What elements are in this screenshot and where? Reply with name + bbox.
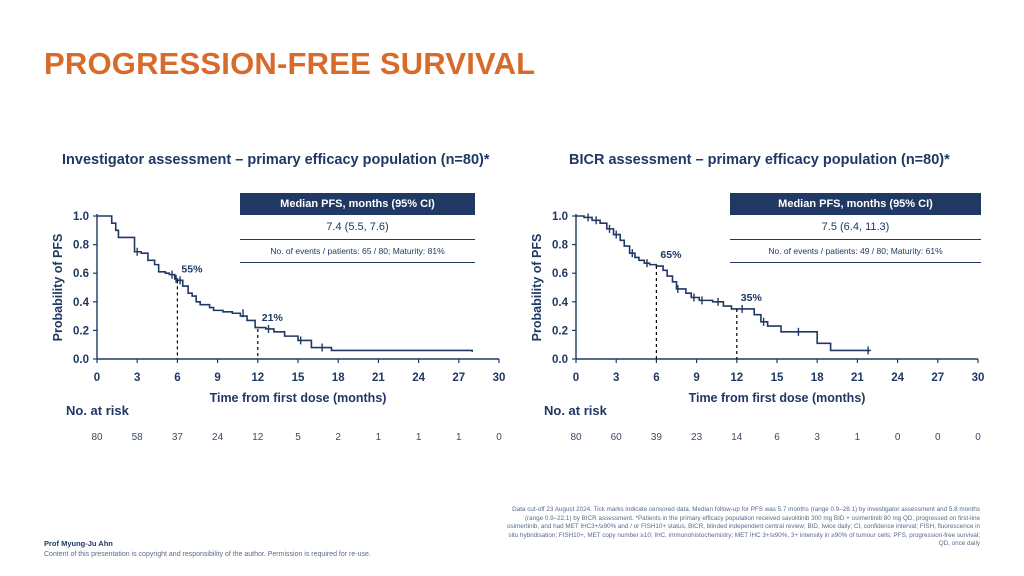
- risk-table-value: 0: [496, 432, 502, 443]
- y-axis-label: Probability of PFS: [530, 234, 544, 342]
- x-tick-label: 9: [693, 372, 699, 384]
- footnote: Data cut-off 23 August 2024. Tick marks …: [506, 506, 980, 548]
- annotation-label: 35%: [741, 292, 763, 304]
- y-tick-label: 0.4: [552, 297, 569, 309]
- right-median-header: Median PFS, months (95% CI): [730, 193, 981, 215]
- annotation-label: 55%: [181, 263, 203, 275]
- y-tick-label: 1.0: [73, 211, 89, 223]
- y-tick-label: 0.4: [73, 297, 90, 309]
- x-tick-label: 18: [811, 372, 824, 384]
- x-tick-label: 27: [931, 372, 944, 384]
- y-axis-label: Probability of PFS: [51, 234, 65, 342]
- risk-table-value: 80: [91, 432, 103, 443]
- x-tick-label: 6: [174, 372, 180, 384]
- right-risk-label: No. at risk: [544, 403, 607, 418]
- left-risk-label: No. at risk: [66, 403, 129, 418]
- right-median-value: 7.5 (6.4, 11.3): [730, 215, 981, 240]
- risk-table-value: 2: [335, 432, 341, 443]
- right-chart-title: BICR assessment – primary efficacy popul…: [569, 152, 950, 168]
- risk-table-value: 80: [570, 432, 582, 443]
- x-tick-label: 6: [653, 372, 659, 384]
- x-tick-label: 21: [372, 372, 385, 384]
- km-survival-curve: [576, 215, 871, 352]
- y-tick-label: 0.6: [73, 268, 89, 280]
- left-chart-title: Investigator assessment – primary effica…: [62, 152, 490, 168]
- y-tick-label: 0.0: [73, 354, 89, 366]
- presenter-name: Prof Myung-Ju Ahn: [44, 539, 113, 548]
- y-tick-label: 0.0: [552, 354, 568, 366]
- y-tick-label: 0.8: [552, 240, 569, 252]
- x-tick-label: 21: [851, 372, 864, 384]
- risk-table-value: 0: [935, 432, 941, 443]
- right-km-chart: 0.00.20.40.60.81.00 3 6 9 12 15 18 21 24 27 30Time…: [530, 211, 985, 443]
- x-axis-label: Time from first dose (months): [210, 391, 387, 405]
- x-tick-label: 18: [332, 372, 345, 384]
- annotation-label: 21%: [262, 312, 284, 324]
- left-median-header: Median PFS, months (95% CI): [240, 193, 475, 215]
- x-tick-label: 24: [412, 372, 425, 384]
- risk-table-value: 1: [416, 432, 422, 443]
- left-median-box: Median PFS, months (95% CI) 7.4 (5.5, 7.…: [240, 193, 475, 263]
- x-tick-label: 15: [771, 372, 784, 384]
- page-title: PROGRESSION-FREE SURVIVAL: [44, 46, 536, 81]
- risk-table-value: 12: [252, 432, 264, 443]
- y-tick-label: 1.0: [552, 211, 568, 223]
- x-tick-label: 0: [573, 372, 579, 384]
- y-tick-label: 0.6: [552, 268, 568, 280]
- risk-table-value: 1: [855, 432, 861, 443]
- right-median-box: Median PFS, months (95% CI) 7.5 (6.4, 11…: [730, 193, 981, 263]
- risk-table-value: 0: [975, 432, 981, 443]
- left-km-chart: 0.00.20.40.60.81.00 3 6 9 12 15 18 21 24 27 30Time…: [51, 211, 506, 443]
- risk-table-value: 24: [212, 432, 224, 443]
- risk-table-value: 14: [731, 432, 743, 443]
- x-tick-label: 30: [972, 372, 985, 384]
- x-axis-label: Time from first dose (months): [689, 391, 866, 405]
- risk-table-value: 58: [132, 432, 144, 443]
- risk-table-value: 37: [172, 432, 184, 443]
- x-tick-label: 24: [891, 372, 904, 384]
- x-tick-label: 3: [613, 372, 619, 384]
- x-tick-label: 12: [251, 372, 264, 384]
- right-median-events: No. of events / patients: 49 / 80; Matur…: [730, 240, 981, 263]
- x-tick-label: 3: [134, 372, 140, 384]
- risk-table-value: 3: [814, 432, 820, 443]
- risk-table-value: 0: [895, 432, 901, 443]
- y-tick-label: 0.2: [73, 325, 89, 337]
- left-median-value: 7.4 (5.5, 7.6): [240, 215, 475, 240]
- risk-table-value: 1: [456, 432, 462, 443]
- risk-table-value: 23: [691, 432, 703, 443]
- x-tick-label: 9: [214, 372, 220, 384]
- risk-table-value: 5: [295, 432, 301, 443]
- annotation-label: 65%: [660, 249, 682, 261]
- x-tick-label: 15: [292, 372, 305, 384]
- x-tick-label: 27: [452, 372, 465, 384]
- x-tick-label: 0: [94, 372, 100, 384]
- left-median-events: No. of events / patients: 65 / 80; Matur…: [240, 240, 475, 263]
- x-tick-label: 12: [730, 372, 743, 384]
- y-tick-label: 0.8: [73, 240, 90, 252]
- risk-table-value: 60: [611, 432, 623, 443]
- risk-table-value: 1: [376, 432, 382, 443]
- copyright-note: Content of this presentation is copyrigh…: [44, 551, 371, 558]
- risk-table-value: 39: [651, 432, 663, 443]
- risk-table-value: 6: [774, 432, 780, 443]
- y-tick-label: 0.2: [552, 325, 568, 337]
- x-tick-label: 30: [493, 372, 506, 384]
- km-survival-curve: [97, 215, 473, 352]
